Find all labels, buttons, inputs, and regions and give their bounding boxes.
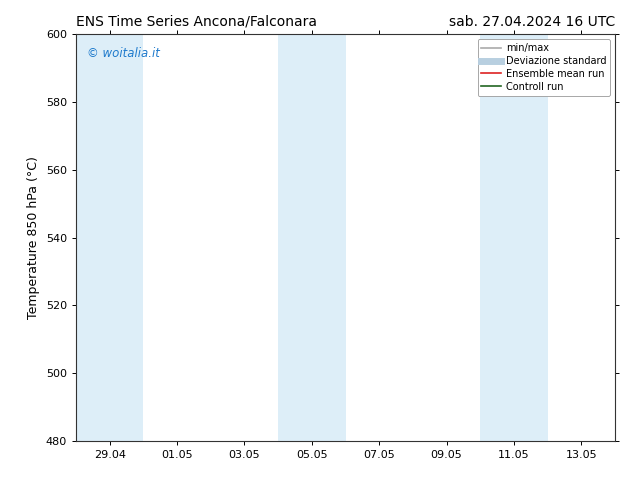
Bar <box>278 34 346 441</box>
Text: sab. 27.04.2024 16 UTC: sab. 27.04.2024 16 UTC <box>449 15 615 29</box>
Legend: min/max, Deviazione standard, Ensemble mean run, Controll run: min/max, Deviazione standard, Ensemble m… <box>477 39 610 96</box>
Text: © woitalia.it: © woitalia.it <box>87 47 160 59</box>
Bar <box>76 34 143 441</box>
Y-axis label: Temperature 850 hPa (°C): Temperature 850 hPa (°C) <box>27 156 40 319</box>
Bar <box>480 34 548 441</box>
Text: ENS Time Series Ancona/Falconara: ENS Time Series Ancona/Falconara <box>76 15 317 29</box>
